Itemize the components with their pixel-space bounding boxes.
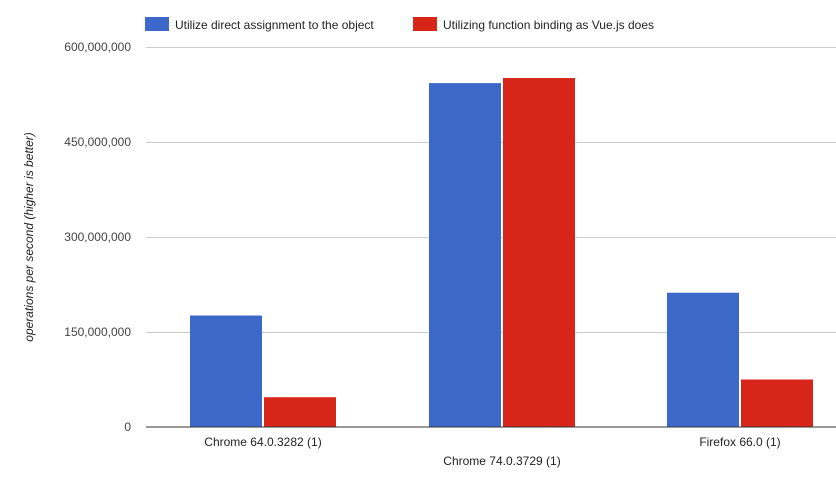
x-category-label-2: Chrome 74.0.3729 (1) [443,454,560,468]
legend-label-series-2: Utilizing function binding as Vue.js doe… [443,18,654,32]
bar-3-series-1 [667,292,739,427]
bar-3-series-2 [741,379,813,427]
y-tick-label-0: 0 [124,420,131,434]
bar-1-series-1 [190,315,262,427]
bar-2-series-1 [429,83,501,427]
bar-1-series-2 [264,397,336,427]
x-axis-categories: Chrome 64.0.3282 (1) Chrome 74.0.3729 (1)… [204,435,780,468]
legend-label-series-1: Utilize direct assignment to the object [175,18,374,32]
legend-swatch-series-1 [145,17,169,31]
legend: Utilize direct assignment to the object … [145,17,654,32]
y-tick-label-3: 450,000,000 [64,135,131,149]
bar-2-series-2 [503,78,575,428]
y-tick-label-4: 600,000,000 [64,40,131,54]
y-axis-title: operations per second (higher is better) [22,132,36,341]
y-tick-label-1: 150,000,000 [64,325,131,339]
y-tick-label-2: 300,000,000 [64,230,131,244]
legend-swatch-series-2 [413,17,437,31]
x-category-label-1: Chrome 64.0.3282 (1) [204,435,321,449]
bars [190,78,813,428]
y-axis-ticks: 0 150,000,000 300,000,000 450,000,000 600,00… [64,40,131,434]
x-category-label-3: Firefox 66.0 (1) [699,435,780,449]
